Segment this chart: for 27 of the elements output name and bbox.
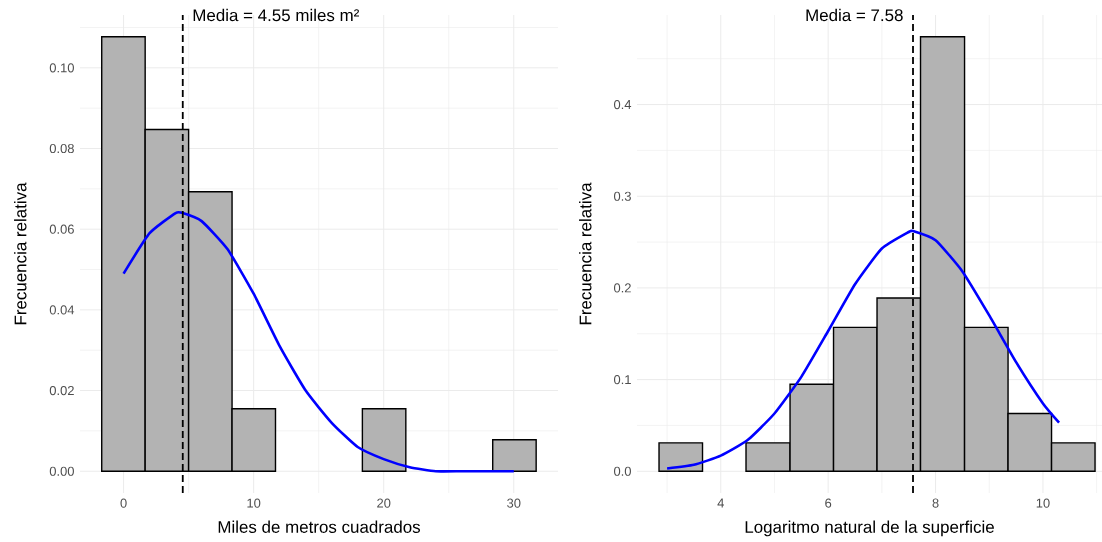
y-tick-label: 0.0 xyxy=(613,466,631,476)
x-tick-label: 20 xyxy=(377,498,391,508)
y-tick-label: 0.08 xyxy=(49,143,74,154)
x-tick-label: 6 xyxy=(825,498,832,508)
y-tick-label: 0.06 xyxy=(49,224,74,234)
x-tick-label: 4 xyxy=(717,498,724,508)
y-tick-label: 0.2 xyxy=(613,283,631,293)
y-axis-title: Frecuencia relativa xyxy=(579,182,592,325)
x-tick-label: 8 xyxy=(932,498,939,508)
y-tick-label: 0.04 xyxy=(49,305,75,315)
line-series xyxy=(122,211,516,473)
line-series xyxy=(665,229,1061,470)
y-axis-title: Frecuencia relativa xyxy=(14,182,27,325)
x-tick-label: 30 xyxy=(507,498,521,508)
x-axis-title: Logaritmo natural de la superficie xyxy=(745,520,994,537)
y-tick-label: 0.3 xyxy=(613,191,631,201)
ref-line-label: Media = 7.58 xyxy=(806,8,903,22)
y-tick-label: 0.02 xyxy=(49,385,74,396)
y-tick-label: 0.10 xyxy=(49,63,74,73)
y-tick-label: 0.4 xyxy=(613,99,632,110)
x-axis-title: Miles de metros cuadrados xyxy=(218,520,421,533)
y-tick-label: 0.1 xyxy=(613,375,631,385)
x-tick-label: 0 xyxy=(120,498,127,508)
ref-line-label: Media = 4.55 miles m² xyxy=(193,8,359,22)
y-tick-label: 0.00 xyxy=(49,466,74,476)
x-tick-label: 10 xyxy=(1036,498,1050,508)
x-tick-label: 10 xyxy=(247,498,261,508)
